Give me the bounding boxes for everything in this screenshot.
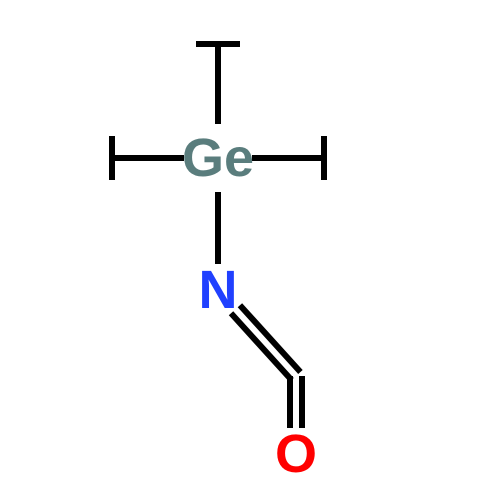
atom-label-ge: Ge — [182, 128, 254, 188]
atom-label-o: O — [275, 424, 317, 484]
molecule-diagram: Ge N O — [0, 0, 500, 500]
atom-label-n: N — [199, 260, 238, 320]
